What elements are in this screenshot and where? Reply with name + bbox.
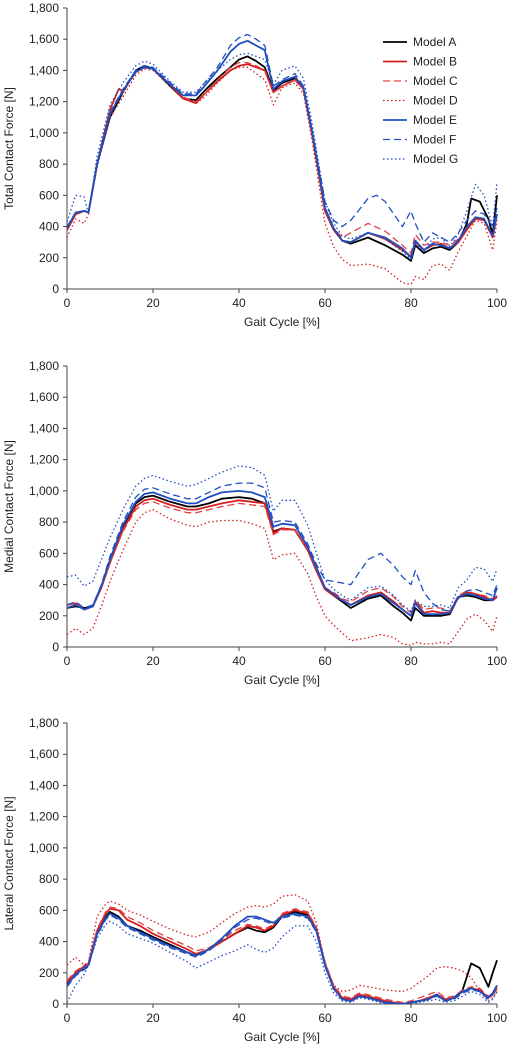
x-tick-label: 40 xyxy=(232,296,246,310)
series-line-model-e xyxy=(67,912,498,1004)
y-tick-label: 800 xyxy=(39,872,59,886)
x-axis-title: Gait Cycle [%] xyxy=(244,1030,320,1044)
series-line-model-c xyxy=(67,906,498,1004)
chart-panel-1: 0 200 400 600 800 1,000 1,200 1,400 1,600 1,800 0 2… xyxy=(2,1,507,329)
y-tick-label: 1,000 xyxy=(29,484,59,498)
y-tick-label: 1,800 xyxy=(29,716,59,730)
x-tick-label: 0 xyxy=(64,654,71,668)
series-line-model-f xyxy=(67,33,498,243)
y-axis-title: Lateral Contact Force [N] xyxy=(2,796,16,930)
series-line-model-a xyxy=(67,55,498,262)
x-tick-label: 80 xyxy=(404,296,418,310)
x-tick-label: 40 xyxy=(232,1011,246,1025)
y-tick-label: 400 xyxy=(39,935,59,949)
y-tick-label: 200 xyxy=(39,966,59,980)
y-tick-label: 800 xyxy=(39,515,59,529)
y-tick-label: 800 xyxy=(39,157,59,171)
y-tick-label: 0 xyxy=(52,640,59,654)
x-tick-label: 20 xyxy=(146,654,160,668)
x-tick-label: 80 xyxy=(404,1011,418,1025)
x-tick-label: 0 xyxy=(64,1011,71,1025)
y-tick-label: 600 xyxy=(39,546,59,560)
y-tick-label: 200 xyxy=(39,609,59,623)
chart-panel-2: 0 200 400 600 800 1,000 1,200 1,400 1,600 1,800 0 2… xyxy=(2,359,507,687)
x-tick-label: 20 xyxy=(146,1011,160,1025)
y-axis-title: Total Contact Force [N] xyxy=(2,87,16,210)
series-line-model-d xyxy=(67,894,498,1002)
y-tick-label: 1,400 xyxy=(29,63,59,77)
legend-label-model-g: Model G xyxy=(413,152,458,166)
x-tick-label: 60 xyxy=(318,1011,332,1025)
y-tick-label: 1,200 xyxy=(29,453,59,467)
x-tick-label: 100 xyxy=(487,1011,507,1025)
x-tick-label: 80 xyxy=(404,654,418,668)
legend: Model A Model B Model C Model D Model E Model… xyxy=(383,35,458,166)
y-tick-label: 1,000 xyxy=(29,126,59,140)
series-line-model-g xyxy=(67,465,498,612)
y-tick-label: 0 xyxy=(52,997,59,1011)
y-tick-label: 1,600 xyxy=(29,747,59,761)
series-line-model-b xyxy=(67,907,498,1004)
series-line-model-d xyxy=(67,508,498,647)
series-line-model-f xyxy=(67,482,498,612)
y-tick-label: 1,600 xyxy=(29,32,59,46)
series-line-model-g xyxy=(67,52,498,260)
y-tick-label: 1,800 xyxy=(29,359,59,373)
x-tick-label: 100 xyxy=(487,654,507,668)
series-line-model-f xyxy=(67,914,498,1004)
x-tick-label: 20 xyxy=(146,296,160,310)
legend-label-model-c: Model C xyxy=(413,74,458,88)
y-tick-label: 1,400 xyxy=(29,421,59,435)
y-tick-label: 400 xyxy=(39,220,59,234)
legend-label-model-e: Model E xyxy=(413,113,457,127)
y-tick-label: 1,200 xyxy=(29,810,59,824)
x-tick-label: 40 xyxy=(232,654,246,668)
legend-label-model-b: Model B xyxy=(413,55,457,69)
series-line-model-e xyxy=(67,489,498,617)
y-tick-label: 600 xyxy=(39,188,59,202)
series-line-model-c xyxy=(67,501,498,614)
y-tick-label: 1,600 xyxy=(29,390,59,404)
x-tick-label: 0 xyxy=(64,296,71,310)
y-axis-title: Medial Contact Force [N] xyxy=(2,440,16,573)
y-tick-label: 1,000 xyxy=(29,841,59,855)
x-axis-title: Gait Cycle [%] xyxy=(244,673,320,687)
y-tick-label: 1,400 xyxy=(29,778,59,792)
legend-label-model-d: Model D xyxy=(413,94,458,108)
x-axis-title: Gait Cycle [%] xyxy=(244,315,320,329)
y-tick-label: 1,200 xyxy=(29,95,59,109)
x-tick-label: 60 xyxy=(318,296,332,310)
y-tick-label: 600 xyxy=(39,903,59,917)
x-tick-label: 100 xyxy=(487,296,507,310)
series-line-model-e xyxy=(67,39,498,259)
chart-panel-3: 0 200 400 600 800 1,000 1,200 1,400 1,600 1,800 0 2… xyxy=(2,716,507,1044)
series-line-model-g xyxy=(67,920,498,1004)
y-tick-label: 400 xyxy=(39,578,59,592)
y-tick-label: 0 xyxy=(52,282,59,296)
y-tick-label: 200 xyxy=(39,251,59,265)
x-tick-label: 60 xyxy=(318,654,332,668)
legend-label-model-f: Model F xyxy=(413,133,456,147)
legend-label-model-a: Model A xyxy=(413,35,456,49)
y-tick-label: 1,800 xyxy=(29,1,59,15)
series-line-model-a xyxy=(67,911,498,1004)
series-line-model-d xyxy=(67,66,498,285)
